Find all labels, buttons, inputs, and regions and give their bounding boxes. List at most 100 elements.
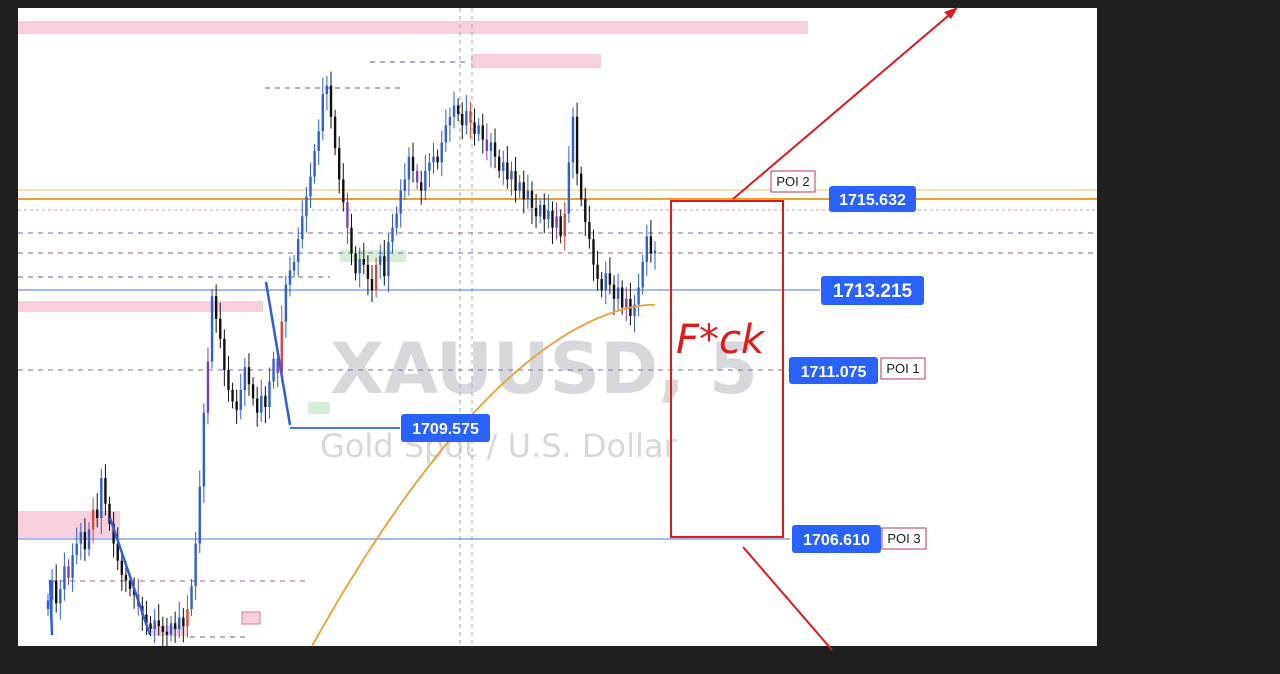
- candle-body: [518, 182, 521, 191]
- candle-body: [584, 199, 587, 223]
- candle-body: [428, 162, 431, 171]
- candle-body: [91, 509, 95, 530]
- chart-canvas[interactable]: [18, 8, 1097, 646]
- candle-body: [522, 182, 525, 200]
- candle-body: [600, 278, 603, 291]
- candle-body: [547, 210, 550, 220]
- candle-body: [465, 111, 468, 126]
- poi-3-label[interactable]: POI 3: [881, 527, 927, 550]
- candle-body: [346, 202, 349, 228]
- supply-zone-bottom[interactable]: [150, 626, 188, 636]
- candle-body: [461, 113, 464, 126]
- candle-body: [206, 361, 210, 413]
- candle-body: [182, 617, 185, 627]
- candle-body: [424, 170, 427, 191]
- trendline-down-low[interactable]: [108, 517, 152, 636]
- candle-body: [100, 478, 103, 518]
- candle-body: [485, 139, 489, 151]
- candle-body: [534, 207, 538, 217]
- demand-zone-upper[interactable]: [340, 250, 406, 262]
- candle-body: [243, 367, 247, 390]
- drawn-box[interactable]: [670, 200, 784, 538]
- poi-2-label[interactable]: POI 2: [770, 170, 816, 193]
- candle-body: [309, 176, 312, 197]
- moving-average-line: [311, 303, 656, 647]
- candle-body: [625, 298, 628, 308]
- candle-body: [399, 190, 402, 214]
- candle-body: [592, 239, 595, 265]
- candle-body: [198, 486, 201, 544]
- price-tag-1711[interactable]: 1711.075: [789, 357, 878, 384]
- candle-body: [415, 170, 419, 183]
- candle-body: [350, 227, 353, 254]
- candle-body: [366, 264, 370, 279]
- candle-body: [420, 182, 423, 191]
- candle-body: [260, 395, 263, 413]
- candle-body: [108, 503, 111, 524]
- poi-3-text: POI 3: [887, 531, 920, 546]
- candle-body: [288, 270, 292, 285]
- trendline-low-left[interactable]: [48, 579, 54, 636]
- candle-body: [432, 156, 435, 163]
- candle-body: [301, 216, 304, 240]
- candle-body: [79, 532, 83, 544]
- supply-zone-mid[interactable]: [18, 301, 263, 312]
- candle-body: [374, 264, 378, 291]
- poi-1-text: POI 1: [886, 361, 919, 376]
- candle-body: [210, 296, 214, 362]
- candle-body: [169, 623, 173, 635]
- candle-body: [247, 367, 251, 385]
- candle-body: [202, 412, 206, 487]
- candle-body: [67, 566, 70, 578]
- candle-body: [588, 222, 591, 240]
- price-tag-1706-text: 1706.610: [803, 532, 870, 549]
- supply-zone-low[interactable]: [18, 511, 120, 538]
- candle-body: [325, 85, 329, 95]
- arrow-up-line[interactable]: [732, 9, 956, 200]
- candle-body: [477, 125, 480, 134]
- candle-body: [292, 261, 296, 271]
- candle-body: [514, 170, 517, 191]
- price-tag-1706[interactable]: 1706.610: [792, 525, 881, 553]
- candle-body: [510, 170, 513, 180]
- candle-body: [502, 162, 505, 171]
- candle-body: [55, 580, 58, 604]
- arrow-down-line[interactable]: [742, 546, 833, 651]
- candle-body: [579, 173, 583, 200]
- candle-body: [379, 256, 382, 265]
- candle-body: [604, 273, 607, 291]
- candle-body: [120, 560, 124, 575]
- candle-body: [87, 529, 91, 550]
- candle-body: [469, 111, 472, 123]
- candle-body: [161, 626, 165, 632]
- candle-body: [620, 287, 624, 308]
- candle-body: [268, 381, 271, 408]
- candle-body: [50, 580, 54, 601]
- candle-body: [305, 196, 308, 217]
- poi-1-label[interactable]: POI 1: [880, 357, 926, 380]
- price-tag-1713[interactable]: 1713.215: [821, 276, 924, 305]
- watermark-symbol: XAUUSD, 5: [330, 328, 758, 410]
- candle-body: [104, 478, 107, 504]
- supply-zone-top[interactable]: [18, 21, 808, 34]
- candle-body: [637, 287, 640, 305]
- trendline-down-mid[interactable]: [264, 281, 292, 426]
- candle-body: [649, 236, 653, 254]
- candle-body: [124, 574, 128, 581]
- candle-body: [391, 227, 394, 242]
- candle-body: [83, 532, 87, 550]
- demand-zone-lower[interactable]: [308, 402, 330, 414]
- candle-body: [538, 205, 542, 217]
- price-tag-1709[interactable]: 1709.575: [401, 414, 490, 442]
- candle-body: [128, 580, 132, 590]
- candle-body: [575, 116, 579, 174]
- small-marker-icon[interactable]: [241, 611, 261, 625]
- candle-body: [145, 614, 148, 624]
- candle-body: [63, 566, 66, 590]
- candle-body: [190, 586, 193, 610]
- candle-body: [173, 623, 177, 629]
- candle-body: [75, 543, 78, 555]
- price-tag-1715[interactable]: 1715.632: [829, 186, 916, 212]
- supply-zone-peak[interactable]: [471, 54, 601, 68]
